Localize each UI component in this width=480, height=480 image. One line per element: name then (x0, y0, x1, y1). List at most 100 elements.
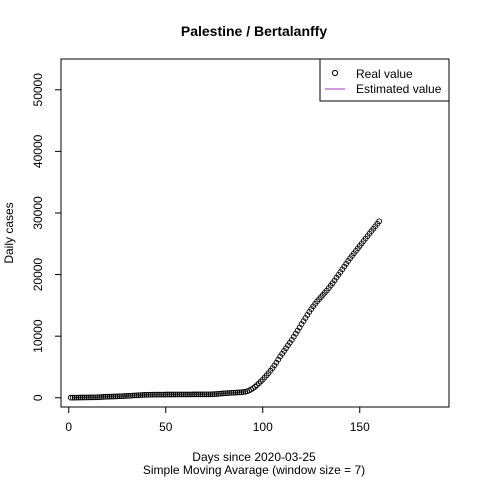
legend-label-estimated: Estimated value (356, 82, 442, 96)
data-point (79, 394, 86, 401)
data-point (133, 392, 140, 399)
data-point (83, 394, 90, 401)
data-point (91, 394, 97, 401)
data-point (186, 391, 192, 398)
x-axis-label: Days since 2020-03-25 (192, 450, 316, 464)
plot-frame (60, 58, 450, 408)
data-point (178, 391, 185, 398)
data-point (106, 393, 113, 400)
y-tick-label: 10000 (31, 319, 45, 353)
data-point (192, 391, 198, 398)
data-point (197, 391, 204, 398)
data-point (184, 391, 190, 398)
data-point (81, 394, 88, 401)
legend-box (319, 58, 450, 102)
data-point (100, 394, 107, 400)
data-point (211, 391, 218, 398)
x-tick-label: 150 (350, 420, 370, 434)
y-tick-label: 0 (31, 394, 45, 401)
data-point (219, 390, 225, 397)
data-point (114, 393, 121, 400)
data-point (118, 393, 124, 400)
data-point (85, 394, 92, 401)
data-point (238, 389, 245, 396)
data-point (209, 391, 216, 398)
data-point (143, 391, 150, 398)
data-point (217, 390, 223, 397)
data-point (174, 391, 181, 398)
data-point (195, 391, 202, 398)
data-point (230, 389, 237, 396)
data-point (240, 389, 247, 395)
data-point (188, 391, 194, 398)
data-point (213, 391, 220, 397)
data-point (71, 394, 78, 401)
data-point (180, 391, 187, 398)
data-point (190, 391, 196, 398)
data-point (137, 392, 144, 398)
data-point (77, 394, 84, 401)
data-point (376, 218, 383, 225)
data-point (131, 392, 138, 399)
data-point (120, 393, 126, 399)
data-point (157, 391, 163, 398)
data-point (170, 391, 177, 398)
data-point (95, 394, 101, 401)
data-point (87, 394, 93, 401)
x-tick-label: 0 (65, 420, 72, 434)
data-point (124, 393, 130, 399)
data-point (89, 394, 95, 401)
data-point (145, 391, 152, 398)
data-point (96, 394, 103, 401)
data-point (116, 393, 123, 400)
data-point (236, 389, 243, 396)
data-point (104, 393, 111, 400)
data-point (141, 392, 148, 398)
data-point (223, 390, 229, 397)
data-point (203, 391, 210, 398)
data-point (147, 391, 154, 398)
data-point (176, 391, 183, 398)
data-point (127, 392, 134, 399)
data-point (226, 390, 233, 396)
data-point (122, 393, 128, 399)
data-point (129, 392, 136, 399)
data-point (75, 394, 82, 401)
data-point (201, 391, 208, 398)
data-point (234, 389, 241, 396)
y-tick-label: 30000 (31, 196, 45, 230)
data-point (168, 391, 175, 398)
real-value-series (67, 218, 383, 401)
data-point (112, 393, 119, 400)
data-point (108, 393, 115, 400)
data-point (205, 391, 212, 398)
data-point (232, 389, 239, 396)
data-point (67, 394, 74, 401)
legend-circle-icon (331, 69, 339, 77)
data-point (155, 391, 161, 398)
data-point (153, 391, 159, 398)
data-point (102, 393, 109, 400)
y-axis-label: Daily cases (2, 202, 16, 263)
data-point (110, 393, 117, 400)
y-tick-label: 40000 (31, 134, 45, 168)
data-point (199, 391, 206, 398)
data-point (166, 391, 173, 398)
y-tick-label: 20000 (31, 258, 45, 292)
data-point (224, 390, 231, 396)
data-point (159, 391, 165, 398)
data-point (207, 391, 214, 398)
x-tick-label: 100 (253, 420, 273, 434)
data-point (160, 391, 167, 398)
data-point (172, 391, 179, 398)
x-tick-label: 50 (159, 420, 173, 434)
data-point (193, 391, 200, 398)
chart-title: Palestine / Bertalanffy (181, 23, 327, 39)
legend-label-real: Real value (356, 67, 413, 81)
legend: Real value Estimated value (319, 58, 450, 102)
data-point (228, 389, 235, 396)
data-point (182, 391, 189, 398)
data-point (93, 394, 99, 401)
data-point (73, 394, 80, 401)
